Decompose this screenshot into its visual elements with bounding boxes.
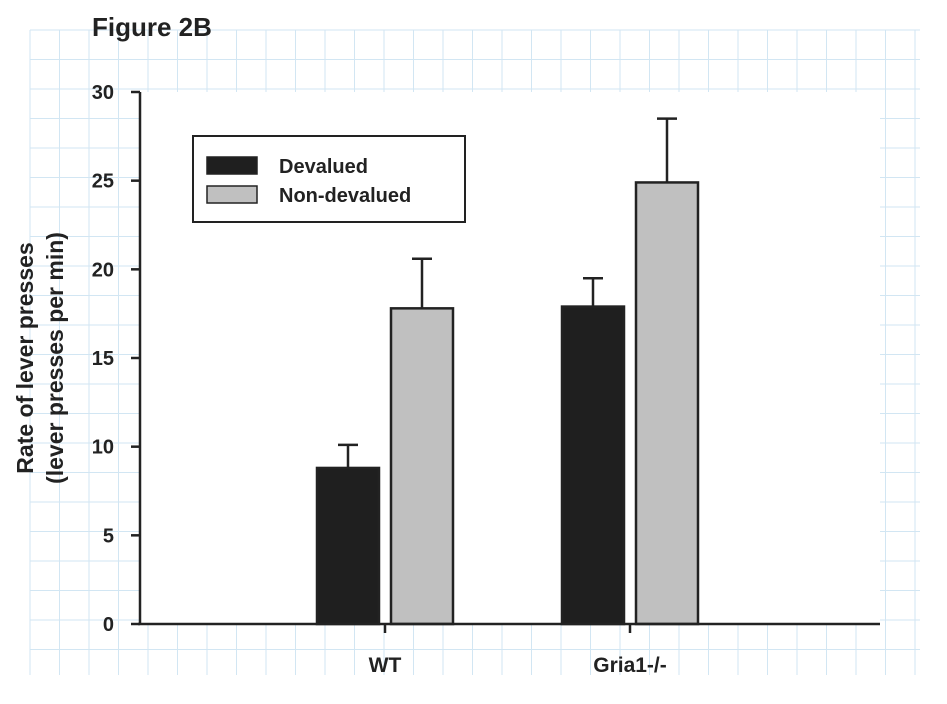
y-axis-title-line2: (lever presses per min) xyxy=(42,232,68,484)
y-tick-label: 20 xyxy=(92,259,114,281)
x-axis-ticks: WT Gria1-/- xyxy=(369,624,667,677)
y-tick-label: 25 xyxy=(92,171,114,193)
bar-gria1-non-devalued xyxy=(634,181,700,626)
bar-gria1-devalued xyxy=(560,305,626,626)
error-bars-layer xyxy=(338,117,677,468)
y-tick-label: 15 xyxy=(92,348,114,370)
bar-wt-devalued xyxy=(315,466,381,626)
legend-box xyxy=(192,135,466,223)
figure-title: Figure 2B xyxy=(92,12,212,42)
legend-label-devalued: Devalued xyxy=(279,156,368,178)
y-tick-label: 0 xyxy=(103,614,114,636)
y-tick-label: 30 xyxy=(92,82,114,104)
legend-label-non-devalued: Non-devalued xyxy=(279,185,411,207)
x-tick-label-gria1: Gria1-/- xyxy=(593,654,667,677)
y-tick-label: 5 xyxy=(103,525,114,547)
y-axis-ticks: 0 5 10 15 20 25 30 xyxy=(92,82,140,636)
legend-swatch-non-devalued xyxy=(206,185,258,204)
y-axis-title: Rate of lever presses (lever presses per… xyxy=(12,232,68,484)
legend: Devalued Non-devalued xyxy=(192,135,466,223)
legend-swatch-devalued xyxy=(206,156,258,175)
x-tick-label-wt: WT xyxy=(369,654,402,677)
y-axis-title-line1: Rate of lever presses xyxy=(12,242,38,473)
bar-wt-non-devalued xyxy=(389,307,455,626)
y-tick-label: 10 xyxy=(92,437,114,459)
